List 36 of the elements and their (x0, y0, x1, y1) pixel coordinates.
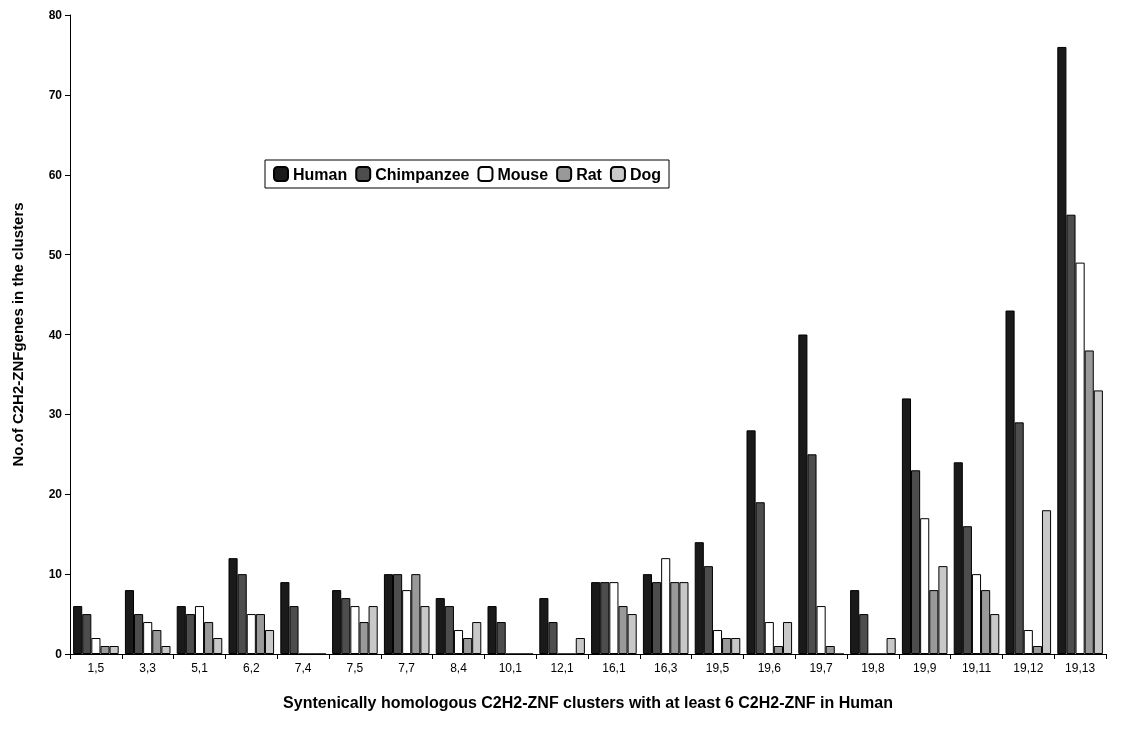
x-tick-label: 16,3 (654, 661, 678, 675)
x-tick-label: 3,3 (139, 661, 157, 675)
x-tick-label: 6,2 (242, 661, 260, 675)
y-axis-title: No.of C2H2-ZNFgenes in the clusters (9, 202, 26, 467)
x-axis-title: Syntenically homologous C2H2-ZNF clusters with at least 6 C2H2-ZNF in Human (283, 693, 893, 711)
y-tick-label: 30 (48, 407, 63, 422)
y-tick-label: 20 (48, 487, 63, 502)
legend-label: Chimpanzee (375, 165, 470, 183)
x-tick-label: 16,1 (602, 661, 626, 675)
x-tick-label: 19,7 (809, 661, 834, 675)
x-tick-label: 19,9 (913, 661, 937, 675)
y-tick-label: 40 (48, 327, 63, 342)
legend-label: Dog (629, 165, 662, 183)
x-tick-label: 12,1 (550, 661, 575, 675)
y-tick-label: 80 (48, 8, 63, 22)
y-tick-label: 60 (48, 167, 63, 182)
x-tick-label: 7,5 (346, 661, 364, 675)
x-tick-label: 19,12 (1013, 661, 1044, 675)
y-tick-label: 50 (48, 247, 63, 262)
x-tick-label: 19,6 (757, 661, 782, 675)
x-tick-label: 10,1 (498, 661, 523, 675)
legend-label: Human (293, 165, 348, 183)
x-tick-label: 8,4 (450, 661, 468, 675)
x-tick-label: 19,5 (705, 661, 730, 675)
legend-label: Rat (576, 165, 603, 183)
x-tick-label: 19,8 (861, 661, 885, 675)
y-tick-label: 70 (48, 87, 63, 102)
x-tick-label: 5,1 (191, 661, 209, 675)
y-tick-label: 10 (48, 567, 63, 582)
y-tick-label: 0 (55, 647, 63, 661)
legend-label: Mouse (497, 165, 549, 183)
x-tick-label: 19,11 (961, 661, 992, 675)
x-tick-label: 7,4 (294, 661, 312, 675)
x-tick-label: 19,13 (1065, 661, 1096, 675)
x-tick-label: 1,5 (87, 661, 105, 675)
x-tick-label: 7,7 (398, 661, 416, 675)
